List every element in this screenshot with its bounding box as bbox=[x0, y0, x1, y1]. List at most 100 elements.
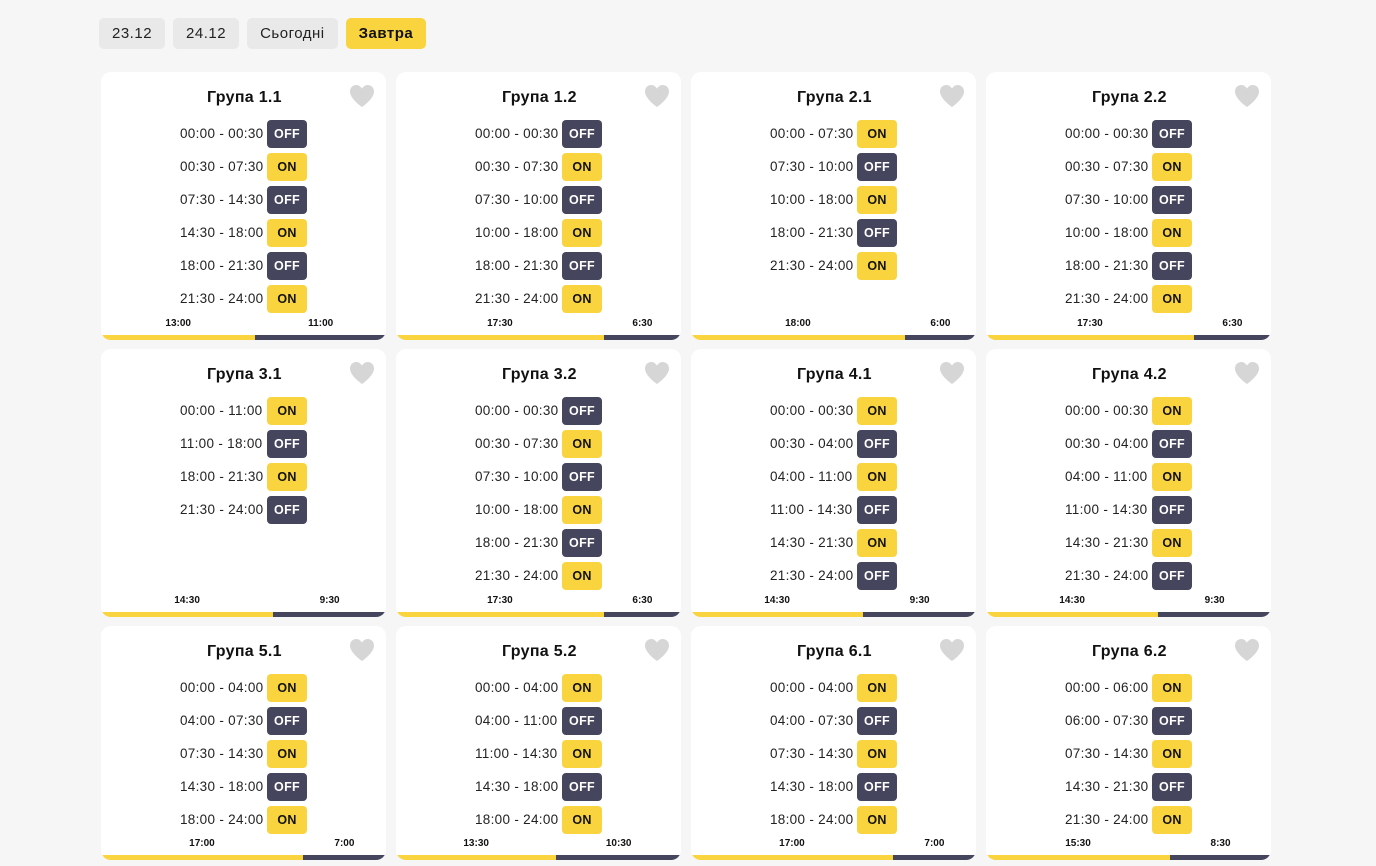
on-total-label: 17:30 bbox=[1077, 318, 1103, 329]
schedule-row: 00:00 - 00:30 ON bbox=[770, 394, 897, 427]
off-total-label: 10:30 bbox=[605, 838, 632, 849]
time-range: 00:00 - 04:00 bbox=[475, 680, 559, 695]
status-badge: OFF bbox=[857, 561, 897, 590]
schedule-row: 00:30 - 07:30 ON bbox=[475, 150, 602, 183]
favorite-heart-icon[interactable] bbox=[349, 84, 375, 108]
status-badge: ON bbox=[857, 673, 897, 702]
schedule-row: 21:30 - 24:00 ON bbox=[770, 249, 897, 282]
time-range: 07:30 - 14:30 bbox=[180, 192, 264, 207]
time-range: 07:30 - 10:00 bbox=[475, 192, 559, 207]
status-badge: ON bbox=[562, 284, 602, 313]
time-range: 18:00 - 21:30 bbox=[475, 258, 559, 273]
status-badge: ON bbox=[1152, 218, 1192, 247]
schedule-row: 07:30 - 10:00 OFF bbox=[770, 150, 897, 183]
schedule-row: 00:00 - 00:30 OFF bbox=[475, 394, 602, 427]
on-total-label: 17:30 bbox=[487, 595, 513, 606]
schedule-row: 11:00 - 18:00 OFF bbox=[180, 427, 307, 460]
schedule-row: 04:00 - 07:30 OFF bbox=[770, 704, 897, 737]
status-badge: ON bbox=[1152, 528, 1192, 557]
schedule-row: 00:30 - 07:30 ON bbox=[475, 427, 602, 460]
schedule-row: 18:00 - 21:30 OFF bbox=[180, 249, 307, 282]
time-range: 07:30 - 14:30 bbox=[180, 746, 264, 761]
schedule-row: 00:30 - 04:00 OFF bbox=[1065, 427, 1192, 460]
time-range: 18:00 - 21:30 bbox=[770, 225, 854, 240]
time-range: 18:00 - 21:30 bbox=[180, 258, 264, 273]
group-card: Група 3.1 00:00 - 11:00 ON 11:00 - 18:00 OFF… bbox=[101, 349, 386, 617]
time-range: 14:30 - 18:00 bbox=[180, 779, 264, 794]
time-range: 00:30 - 07:30 bbox=[475, 159, 559, 174]
schedule-list: 00:00 - 06:00 ON 06:00 - 07:30 OFF 07:30 - 1… bbox=[1065, 671, 1192, 836]
status-badge: OFF bbox=[267, 429, 307, 458]
group-title: Група 1.2 bbox=[502, 89, 577, 106]
date-tab-24-12[interactable]: 24.12 bbox=[173, 18, 240, 49]
status-badge: OFF bbox=[1152, 772, 1192, 801]
date-tab-tomorrow[interactable]: Завтра bbox=[345, 18, 427, 49]
off-total-label: 7:00 bbox=[334, 838, 355, 849]
off-segment bbox=[1193, 335, 1271, 340]
status-badge: OFF bbox=[562, 185, 602, 214]
time-range: 14:30 - 21:30 bbox=[770, 535, 854, 550]
time-range: 00:30 - 04:00 bbox=[1065, 436, 1149, 451]
favorite-heart-icon[interactable] bbox=[1234, 638, 1260, 662]
group-title: Група 3.2 bbox=[502, 366, 577, 383]
status-badge: OFF bbox=[267, 495, 307, 524]
off-total-label: 9:30 bbox=[1204, 595, 1225, 606]
schedule-row: 00:00 - 07:30 ON bbox=[770, 117, 897, 150]
favorite-heart-icon[interactable] bbox=[349, 361, 375, 385]
favorite-heart-icon[interactable] bbox=[939, 361, 965, 385]
status-badge: OFF bbox=[267, 706, 307, 735]
status-badge: OFF bbox=[1152, 706, 1192, 735]
favorite-heart-icon[interactable] bbox=[939, 84, 965, 108]
on-segment bbox=[986, 612, 1159, 617]
status-badge: OFF bbox=[562, 772, 602, 801]
schedule-row: 18:00 - 24:00 ON bbox=[770, 803, 897, 836]
off-segment bbox=[302, 855, 386, 860]
daily-summary: 17:30 6:30 bbox=[396, 316, 681, 340]
status-badge: ON bbox=[562, 673, 602, 702]
time-range: 21:30 - 24:00 bbox=[770, 568, 854, 583]
group-title: Група 1.1 bbox=[207, 89, 282, 106]
schedule-row: 14:30 - 21:30 OFF bbox=[1065, 770, 1192, 803]
status-badge: ON bbox=[267, 152, 307, 181]
schedule-row: 14:30 - 21:30 ON bbox=[1065, 526, 1192, 559]
off-segment bbox=[273, 612, 386, 617]
status-badge: ON bbox=[267, 462, 307, 491]
date-tab-today[interactable]: Сьогодні bbox=[247, 18, 338, 49]
time-range: 21:30 - 24:00 bbox=[1065, 812, 1149, 827]
schedule-row: 00:00 - 00:30 ON bbox=[1065, 394, 1192, 427]
daily-summary: 14:30 9:30 bbox=[101, 593, 386, 617]
favorite-heart-icon[interactable] bbox=[349, 638, 375, 662]
status-badge: OFF bbox=[267, 772, 307, 801]
daily-summary: 15:30 8:30 bbox=[986, 836, 1271, 860]
favorite-heart-icon[interactable] bbox=[644, 361, 670, 385]
status-badge: ON bbox=[562, 739, 602, 768]
status-badge: OFF bbox=[1152, 561, 1192, 590]
favorite-heart-icon[interactable] bbox=[644, 84, 670, 108]
on-off-ratio-bar bbox=[691, 612, 976, 617]
time-range: 18:00 - 24:00 bbox=[180, 812, 264, 827]
on-total-label: 18:00 bbox=[785, 318, 811, 329]
time-range: 00:30 - 07:30 bbox=[180, 159, 264, 174]
schedule-row: 04:00 - 07:30 OFF bbox=[180, 704, 307, 737]
time-range: 11:00 - 14:30 bbox=[475, 746, 558, 761]
favorite-heart-icon[interactable] bbox=[644, 638, 670, 662]
off-total-label: 6:30 bbox=[1222, 318, 1243, 329]
schedule-list: 00:00 - 04:00 ON 04:00 - 07:30 OFF 07:30 - 1… bbox=[770, 671, 897, 836]
favorite-heart-icon[interactable] bbox=[1234, 361, 1260, 385]
date-tab-23-12[interactable]: 23.12 bbox=[99, 18, 166, 49]
schedule-row: 07:30 - 14:30 ON bbox=[1065, 737, 1192, 770]
off-total-label: 9:30 bbox=[319, 595, 340, 606]
schedule-row: 04:00 - 11:00 ON bbox=[1065, 460, 1192, 493]
time-range: 11:00 - 18:00 bbox=[180, 436, 263, 451]
schedule-row: 14:30 - 18:00 ON bbox=[180, 216, 307, 249]
off-segment bbox=[556, 855, 681, 860]
status-badge: ON bbox=[857, 528, 897, 557]
time-range: 14:30 - 18:00 bbox=[770, 779, 854, 794]
group-card: Група 4.2 00:00 - 00:30 ON 00:30 - 04:00 OFF… bbox=[986, 349, 1271, 617]
favorite-heart-icon[interactable] bbox=[939, 638, 965, 662]
schedule-row: 00:30 - 07:30 ON bbox=[1065, 150, 1192, 183]
on-off-ratio-bar bbox=[101, 612, 386, 617]
status-badge: ON bbox=[857, 185, 897, 214]
date-tabs: 23.12 24.12 Сьогодні Завтра bbox=[99, 18, 427, 49]
favorite-heart-icon[interactable] bbox=[1234, 84, 1260, 108]
